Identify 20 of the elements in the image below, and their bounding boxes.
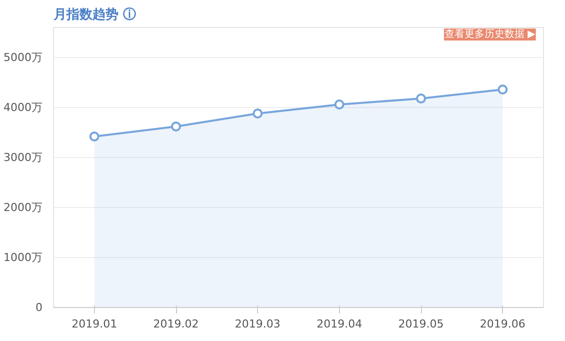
y-tick-label: 5000万: [4, 51, 43, 64]
point: [171, 122, 181, 132]
x-tick-label: 2019.02: [153, 318, 199, 330]
x-tick-label: 2019.03: [234, 318, 280, 330]
point: [416, 94, 426, 104]
x-tick-label: 2019.06: [480, 318, 526, 330]
point: [334, 100, 344, 110]
y-tick-label: 0: [36, 301, 42, 314]
x-tick-label: 2019.04: [316, 318, 362, 330]
y-tick-label: 4000万: [4, 101, 43, 114]
y-tick-label: 1000万: [4, 251, 43, 264]
text: 查看更多历史数据 ▶: [444, 28, 536, 40]
chart-title: 月指数趋势 ⓘ: [52, 6, 136, 22]
point: [498, 84, 508, 94]
x-tick-label: 2019.01: [72, 318, 118, 330]
x-tick-label: 2019.05: [398, 318, 444, 330]
y-tick-label: 3000万: [4, 151, 43, 164]
point: [89, 132, 100, 142]
y-tick-label: 2000万: [4, 201, 43, 214]
point: [252, 108, 263, 118]
